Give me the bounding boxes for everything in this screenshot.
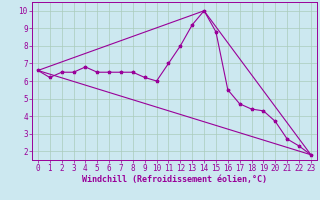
X-axis label: Windchill (Refroidissement éolien,°C): Windchill (Refroidissement éolien,°C) <box>82 175 267 184</box>
